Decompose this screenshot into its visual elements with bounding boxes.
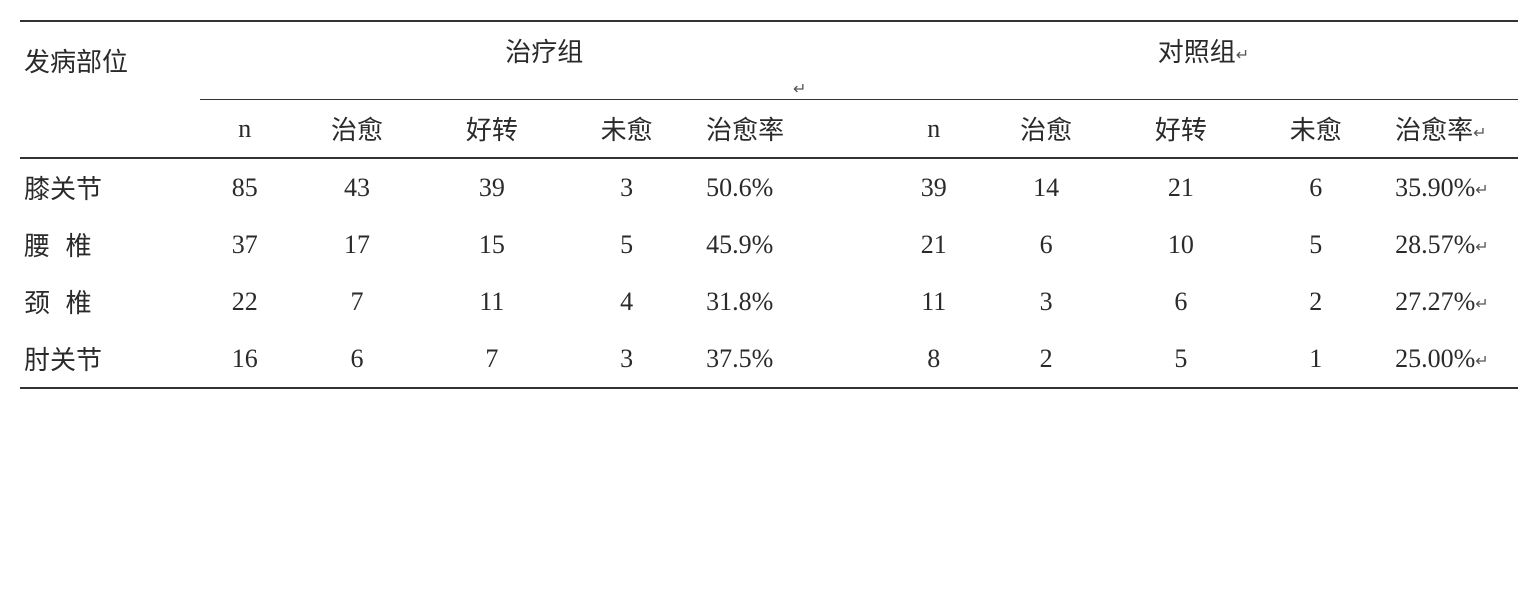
- cell-uncured-b: 1: [1248, 330, 1383, 388]
- cell-n-a: 16: [200, 330, 290, 388]
- group-a-header: 治疗组: [200, 21, 889, 79]
- cell-cured-b: 6: [979, 216, 1114, 273]
- col-rate-b: 治愈率↵: [1383, 100, 1518, 159]
- row-label: 膝关节: [20, 158, 200, 216]
- linebreak-mark-icon: ↵: [1475, 296, 1488, 313]
- col-rate-a: 治愈率: [694, 100, 889, 159]
- col-improved-b: 好转: [1113, 100, 1248, 159]
- cell-cured-a: 6: [290, 330, 425, 388]
- cell-rate-a: 37.5%: [694, 330, 889, 388]
- cell-improved-b: 6: [1113, 273, 1248, 330]
- col-uncured-b: 未愈: [1248, 100, 1383, 159]
- row-label-text: 腰: [24, 232, 66, 261]
- cell-improved-a: 39: [424, 158, 559, 216]
- linebreak-mark-icon: ↵: [793, 79, 806, 99]
- cell-uncured-b: 5: [1248, 216, 1383, 273]
- col-n-b: n: [889, 100, 979, 159]
- cell-rate-b: 25.00%↵: [1383, 330, 1518, 388]
- linebreak-mark-icon: ↵: [1475, 239, 1488, 256]
- cell-n-a: 37: [200, 216, 290, 273]
- sub-divider: ↵: [200, 79, 1518, 100]
- linebreak-mark-icon: ↵: [1475, 182, 1488, 199]
- cell-cured-a: 43: [290, 158, 425, 216]
- cell-uncured-a: 5: [559, 216, 694, 273]
- table-body: 膝关节854339350.6%391421635.90%↵腰椎371715545…: [20, 158, 1518, 388]
- group-b-label: 对照组: [1158, 38, 1236, 67]
- cell-uncured-b: 2: [1248, 273, 1383, 330]
- table-row: 颈椎22711431.8%1136227.27%↵: [20, 273, 1518, 330]
- row-label-text: 颈: [24, 289, 66, 318]
- col-cured-b: 治愈: [979, 100, 1114, 159]
- cell-cured-a: 7: [290, 273, 425, 330]
- table-row: 腰椎371715545.9%21610528.57%↵: [20, 216, 1518, 273]
- cell-n-a: 22: [200, 273, 290, 330]
- col-uncured-a: 未愈: [559, 100, 694, 159]
- cell-cured-b: 14: [979, 158, 1114, 216]
- empty-cell: [20, 100, 200, 159]
- cell-rate-a: 50.6%: [694, 158, 889, 216]
- cell-n-b: 39: [889, 158, 979, 216]
- sub-divider-row: ↵: [20, 79, 1518, 100]
- cell-rate-a: 45.9%: [694, 216, 889, 273]
- group-b-header: 对照组↵: [889, 21, 1518, 79]
- cell-uncured-a: 4: [559, 273, 694, 330]
- cell-improved-b: 10: [1113, 216, 1248, 273]
- sub-header-row: n 治愈 好转 未愈 治愈率 n 治愈 好转 未愈 治愈率↵: [20, 100, 1518, 159]
- cell-improved-a: 15: [424, 216, 559, 273]
- col-cured-a: 治愈: [290, 100, 425, 159]
- cell-n-b: 11: [889, 273, 979, 330]
- cell-uncured-a: 3: [559, 158, 694, 216]
- cell-improved-a: 7: [424, 330, 559, 388]
- cell-improved-b: 21: [1113, 158, 1248, 216]
- linebreak-mark-icon: ↵: [1475, 353, 1488, 370]
- cell-uncured-a: 3: [559, 330, 694, 388]
- linebreak-mark-icon: ↵: [1473, 125, 1486, 142]
- linebreak-mark-icon: ↵: [1236, 47, 1249, 64]
- col-rate-b-label: 治愈率: [1395, 116, 1473, 145]
- table-row: 肘关节1667337.5%825125.00%↵: [20, 330, 1518, 388]
- cell-rate-b: 28.57%↵: [1383, 216, 1518, 273]
- cell-n-a: 85: [200, 158, 290, 216]
- cell-rate-b: 35.90%↵: [1383, 158, 1518, 216]
- cell-cured-b: 3: [979, 273, 1114, 330]
- cell-improved-a: 11: [424, 273, 559, 330]
- cell-n-b: 21: [889, 216, 979, 273]
- clinical-results-table: 发病部位 治疗组 对照组↵ ↵ n 治愈 好转 未愈 治愈率 n 治愈 好转 未…: [20, 20, 1518, 389]
- row-label: 颈椎: [20, 273, 200, 330]
- cell-n-b: 8: [889, 330, 979, 388]
- cell-rate-b: 27.27%↵: [1383, 273, 1518, 330]
- cell-rate-a: 31.8%: [694, 273, 889, 330]
- row-label: 腰椎: [20, 216, 200, 273]
- col-n-a: n: [200, 100, 290, 159]
- col-improved-a: 好转: [424, 100, 559, 159]
- table-row: 膝关节854339350.6%391421635.90%↵: [20, 158, 1518, 216]
- row-header-label: 发病部位: [20, 21, 200, 100]
- row-label: 肘关节: [20, 330, 200, 388]
- cell-uncured-b: 6: [1248, 158, 1383, 216]
- cell-cured-b: 2: [979, 330, 1114, 388]
- cell-improved-b: 5: [1113, 330, 1248, 388]
- group-header-row: 发病部位 治疗组 对照组↵: [20, 21, 1518, 79]
- cell-cured-a: 17: [290, 216, 425, 273]
